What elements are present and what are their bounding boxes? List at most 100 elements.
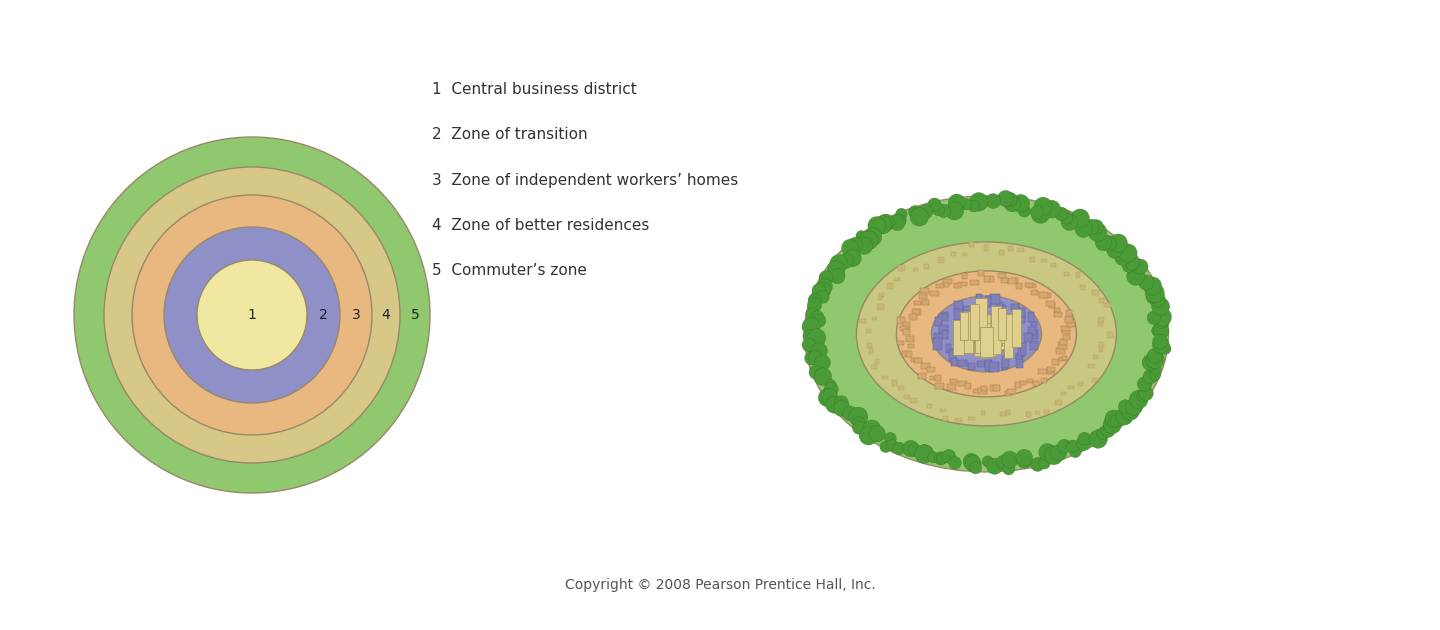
Text: 2  Zone of transition: 2 Zone of transition — [432, 127, 588, 142]
Circle shape — [814, 368, 831, 385]
Circle shape — [965, 455, 981, 472]
Circle shape — [1061, 214, 1079, 231]
Bar — [1001, 305, 1007, 311]
Circle shape — [1084, 219, 1099, 234]
Bar — [992, 321, 999, 335]
Circle shape — [1057, 439, 1071, 453]
Bar — [939, 409, 946, 412]
Bar — [971, 304, 979, 340]
Bar — [1104, 303, 1110, 307]
Bar — [998, 273, 1007, 278]
Circle shape — [919, 205, 933, 219]
Circle shape — [927, 452, 939, 463]
Circle shape — [868, 426, 886, 442]
Bar — [989, 385, 998, 391]
Bar — [1060, 340, 1067, 345]
Bar — [913, 301, 922, 305]
Text: 3  Zone of independent workers’ homes: 3 Zone of independent workers’ homes — [432, 173, 739, 188]
Circle shape — [838, 254, 854, 268]
Circle shape — [1109, 234, 1128, 252]
Circle shape — [914, 445, 933, 463]
Circle shape — [809, 365, 824, 379]
Circle shape — [986, 458, 1002, 474]
Circle shape — [825, 379, 837, 391]
Bar — [1028, 284, 1037, 289]
Bar — [971, 329, 978, 348]
Bar — [1025, 282, 1034, 287]
Bar — [1061, 326, 1070, 331]
Bar — [1041, 259, 1047, 262]
Circle shape — [986, 193, 1001, 209]
Bar — [975, 299, 988, 353]
Bar — [962, 323, 969, 332]
Circle shape — [1089, 430, 1107, 448]
Circle shape — [808, 294, 821, 306]
Bar — [1002, 356, 1009, 368]
Circle shape — [804, 329, 816, 343]
Bar — [998, 308, 1007, 340]
Bar — [973, 342, 984, 353]
Circle shape — [1119, 400, 1132, 413]
Bar — [986, 296, 991, 307]
Bar — [1001, 332, 1007, 343]
Circle shape — [933, 203, 945, 216]
Circle shape — [927, 198, 942, 211]
Bar — [1076, 272, 1080, 278]
Bar — [1064, 272, 1070, 275]
Bar — [979, 315, 989, 323]
Bar — [1087, 364, 1094, 369]
Circle shape — [829, 268, 845, 284]
Circle shape — [1139, 275, 1153, 290]
Circle shape — [1151, 364, 1161, 374]
Bar — [1099, 348, 1103, 352]
Bar — [1061, 392, 1066, 395]
Circle shape — [805, 307, 819, 321]
Circle shape — [1143, 277, 1162, 295]
Bar — [962, 273, 968, 279]
Bar — [878, 292, 884, 297]
Text: 5: 5 — [410, 308, 419, 322]
Circle shape — [132, 195, 372, 435]
Bar — [1005, 391, 1011, 396]
Circle shape — [827, 261, 845, 278]
Bar — [969, 306, 976, 311]
Circle shape — [863, 420, 881, 438]
Bar — [971, 318, 978, 332]
Circle shape — [1070, 446, 1081, 457]
Circle shape — [802, 318, 821, 336]
Bar — [899, 265, 904, 271]
Bar — [959, 381, 968, 386]
Circle shape — [1152, 297, 1169, 316]
Bar — [1107, 333, 1113, 338]
Bar — [912, 309, 919, 315]
Bar — [959, 282, 966, 286]
Circle shape — [164, 227, 340, 403]
Bar — [963, 306, 972, 311]
Text: Copyright © 2008 Pearson Prentice Hall, Inc.: Copyright © 2008 Pearson Prentice Hall, … — [564, 578, 876, 592]
Bar — [906, 352, 913, 357]
Bar — [1099, 299, 1104, 304]
Circle shape — [1031, 457, 1044, 471]
Bar — [1093, 378, 1097, 382]
Bar — [999, 250, 1004, 255]
Bar — [1017, 353, 1022, 359]
Bar — [1048, 303, 1056, 307]
Bar — [913, 268, 917, 271]
Bar — [903, 329, 910, 335]
Ellipse shape — [805, 196, 1168, 472]
Bar — [994, 318, 1001, 331]
Circle shape — [1119, 244, 1138, 262]
Bar — [963, 253, 968, 256]
Bar — [897, 341, 904, 345]
Circle shape — [1145, 284, 1165, 302]
Circle shape — [808, 329, 825, 347]
Bar — [984, 322, 991, 332]
Bar — [1030, 257, 1035, 262]
Circle shape — [1074, 220, 1092, 238]
Bar — [1008, 246, 1014, 251]
Bar — [984, 276, 991, 282]
Circle shape — [842, 406, 857, 421]
Bar — [942, 283, 949, 287]
Bar — [991, 315, 1001, 333]
Bar — [1093, 355, 1097, 359]
